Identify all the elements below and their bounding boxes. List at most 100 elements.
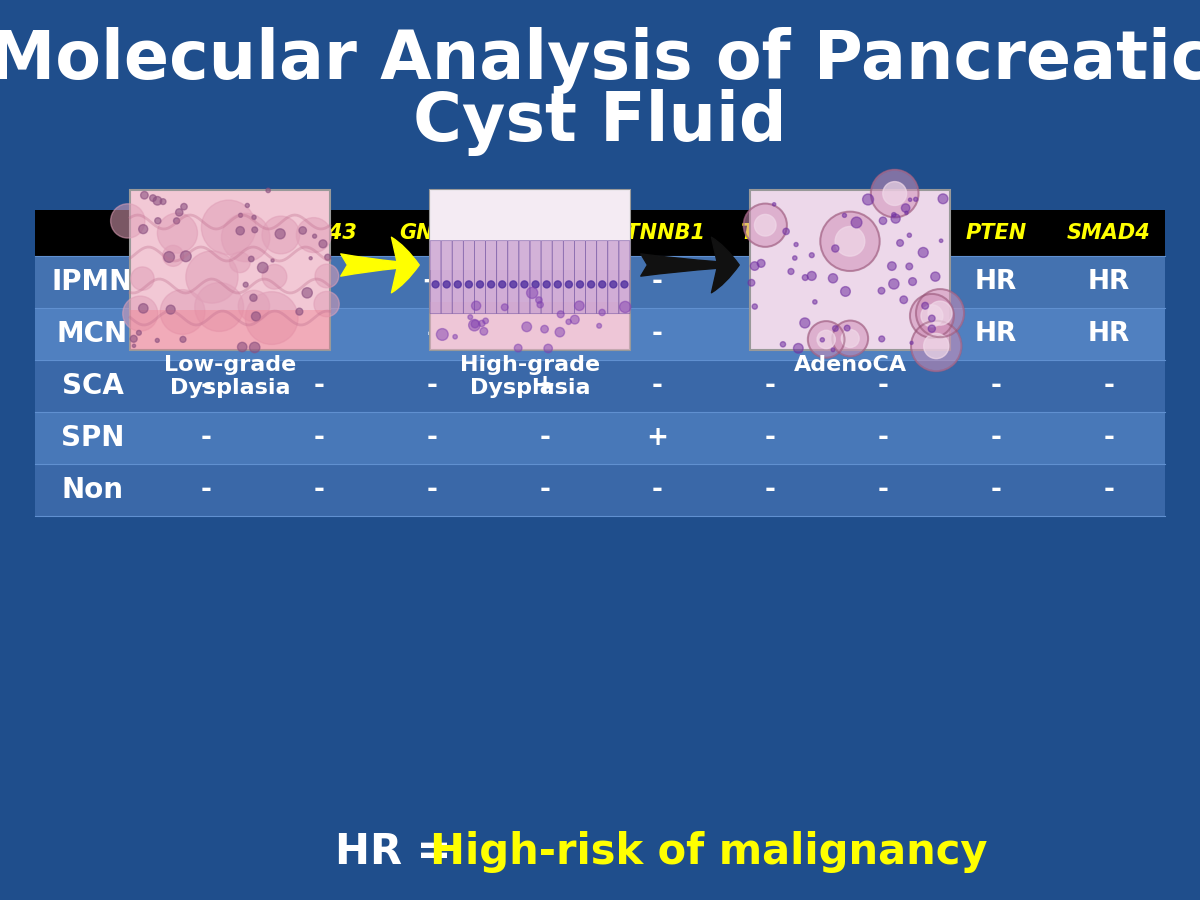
Text: VHL: VHL	[521, 223, 568, 243]
Circle shape	[793, 344, 803, 353]
Circle shape	[566, 320, 571, 324]
Circle shape	[271, 259, 274, 262]
Circle shape	[310, 256, 312, 260]
Circle shape	[452, 335, 457, 339]
Circle shape	[851, 217, 862, 228]
Text: -: -	[990, 477, 1001, 503]
Circle shape	[929, 325, 936, 332]
Text: SMAD4: SMAD4	[1067, 223, 1151, 243]
Circle shape	[175, 209, 182, 216]
Bar	[430, 190, 630, 350]
Circle shape	[122, 296, 157, 331]
Text: -: -	[539, 321, 550, 347]
Circle shape	[502, 304, 508, 310]
Circle shape	[181, 203, 187, 210]
Text: HR: HR	[974, 269, 1016, 295]
Text: HR: HR	[974, 321, 1016, 347]
Circle shape	[139, 225, 148, 234]
Text: -: -	[426, 477, 437, 503]
Circle shape	[250, 342, 260, 353]
Circle shape	[892, 214, 900, 223]
Bar	[35, 308, 1165, 360]
Circle shape	[222, 213, 270, 262]
Circle shape	[137, 330, 142, 335]
Text: IPMN: IPMN	[52, 268, 133, 296]
Circle shape	[808, 321, 845, 358]
Text: PIK3CA: PIK3CA	[840, 223, 925, 243]
Text: PTEN: PTEN	[965, 223, 1026, 243]
Circle shape	[155, 218, 161, 224]
Circle shape	[302, 288, 312, 298]
Text: -: -	[652, 477, 662, 503]
Circle shape	[480, 328, 487, 335]
Circle shape	[468, 315, 473, 320]
Circle shape	[931, 272, 940, 281]
Text: -: -	[652, 373, 662, 399]
Circle shape	[275, 229, 286, 238]
Circle shape	[812, 300, 817, 304]
Text: -: -	[200, 425, 212, 451]
Circle shape	[245, 292, 298, 345]
Circle shape	[841, 329, 859, 347]
Circle shape	[619, 302, 631, 312]
Text: -: -	[990, 425, 1001, 451]
Circle shape	[610, 281, 617, 288]
Circle shape	[793, 256, 797, 260]
Circle shape	[110, 203, 145, 238]
Circle shape	[809, 253, 815, 257]
Text: HR: HR	[1087, 321, 1129, 347]
Circle shape	[527, 287, 538, 299]
FancyBboxPatch shape	[586, 240, 596, 314]
FancyBboxPatch shape	[552, 240, 563, 314]
Circle shape	[575, 301, 584, 310]
Circle shape	[248, 256, 254, 262]
Circle shape	[576, 281, 583, 288]
Circle shape	[928, 302, 952, 325]
FancyBboxPatch shape	[508, 240, 518, 314]
Circle shape	[154, 196, 162, 205]
Text: -: -	[1103, 425, 1114, 451]
Circle shape	[817, 330, 835, 348]
Circle shape	[878, 336, 884, 342]
Text: -: -	[539, 477, 550, 503]
Bar	[35, 360, 1165, 412]
Bar	[35, 464, 1165, 516]
Circle shape	[522, 322, 532, 332]
FancyBboxPatch shape	[530, 240, 541, 314]
Circle shape	[245, 203, 250, 208]
Text: -: -	[764, 477, 775, 503]
Circle shape	[258, 262, 268, 273]
Text: RNF43: RNF43	[281, 223, 358, 243]
Text: -: -	[426, 321, 437, 347]
FancyBboxPatch shape	[463, 240, 474, 314]
Text: +: +	[196, 321, 217, 347]
Circle shape	[163, 246, 184, 266]
Circle shape	[296, 308, 302, 315]
Text: HR: HR	[749, 321, 792, 347]
Bar	[130, 190, 330, 350]
Circle shape	[842, 213, 846, 218]
Text: +: +	[308, 321, 330, 347]
Text: -: -	[313, 477, 325, 503]
Circle shape	[532, 281, 539, 288]
Circle shape	[803, 274, 808, 281]
Circle shape	[833, 326, 839, 331]
Circle shape	[821, 212, 880, 271]
Circle shape	[905, 212, 908, 214]
Circle shape	[296, 218, 331, 253]
Circle shape	[535, 297, 542, 303]
Circle shape	[752, 304, 757, 310]
Circle shape	[889, 279, 899, 289]
Text: -: -	[764, 425, 775, 451]
Circle shape	[880, 217, 887, 224]
Circle shape	[896, 239, 904, 247]
Circle shape	[588, 281, 595, 288]
Text: -: -	[652, 269, 662, 295]
Circle shape	[252, 227, 258, 233]
Circle shape	[620, 281, 628, 288]
Text: HR =: HR =	[335, 831, 466, 873]
Text: -: -	[877, 477, 888, 503]
Bar	[130, 310, 330, 350]
Text: HR: HR	[862, 321, 904, 347]
Circle shape	[938, 194, 948, 203]
